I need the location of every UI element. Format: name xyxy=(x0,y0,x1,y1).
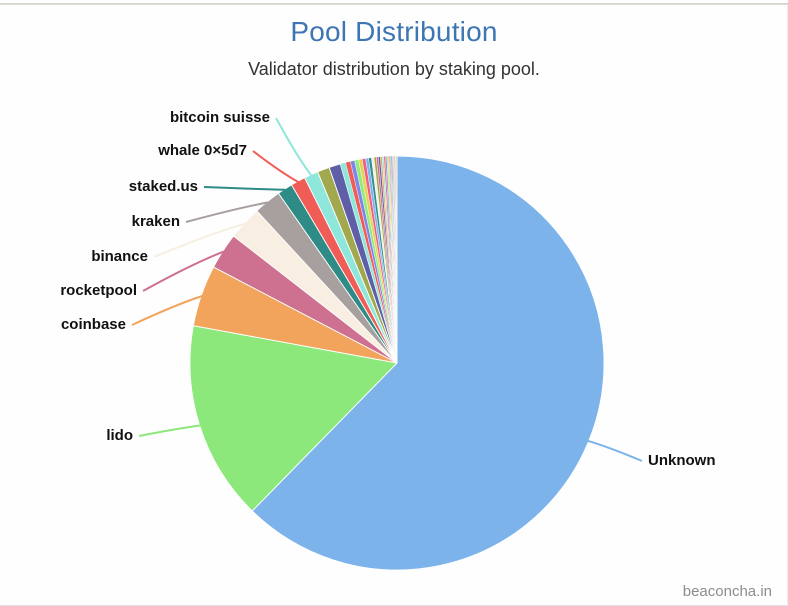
chart-subtitle: Validator distribution by staking pool. xyxy=(248,59,540,79)
slice-label-staked-us: staked.us xyxy=(128,178,198,195)
pie-slice-other-38[interactable] xyxy=(396,155,398,364)
slice-label-rocketpool: rocketpool xyxy=(60,282,137,299)
label-connector-rocketpool xyxy=(142,250,225,292)
label-connector-lido xyxy=(138,424,201,437)
card-top-edge xyxy=(0,3,788,5)
label-connector-staked-us xyxy=(203,186,286,191)
label-connector-unknown xyxy=(587,439,643,462)
slice-label-binance: binance xyxy=(91,248,148,265)
label-connector-coinbase xyxy=(131,295,203,326)
label-connector-bitcoin-suisse xyxy=(275,117,313,177)
slice-label-coinbase: coinbase xyxy=(60,316,126,333)
label-connector-binance xyxy=(153,222,246,258)
beaconcha-in-watermark-link[interactable]: beaconcha.in xyxy=(682,583,772,600)
slice-label-kraken: kraken xyxy=(131,213,180,230)
chart-title: Pool Distribution xyxy=(290,16,498,47)
label-connector-kraken xyxy=(185,201,269,223)
slice-label-bitcoin-suisse: bitcoin suisse xyxy=(169,109,270,126)
slice-label-unknown: Unknown xyxy=(648,452,716,469)
slice-label-lido: lido xyxy=(106,427,133,444)
label-connector-whale-0-5d7 xyxy=(252,150,299,183)
slice-label-whale-0x5d7: whale 0×5d7 xyxy=(158,142,247,159)
